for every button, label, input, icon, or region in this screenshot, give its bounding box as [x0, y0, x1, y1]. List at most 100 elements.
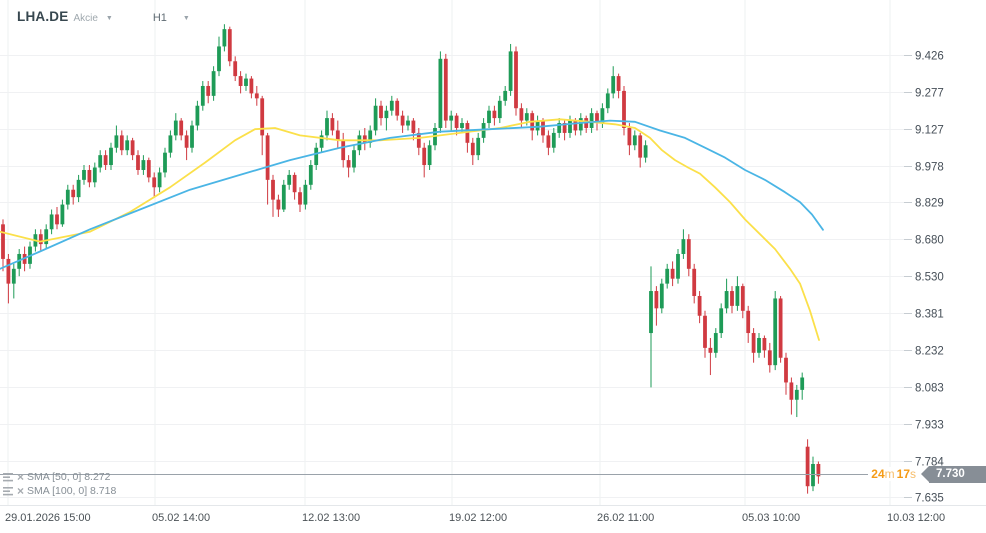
candle-body [314, 147, 319, 166]
candle-body [379, 105, 383, 119]
candle-body [152, 177, 157, 188]
instrument-dropdown-caret-icon[interactable]: ▼ [105, 15, 113, 22]
candle-body [335, 130, 340, 141]
candle-body [551, 132, 556, 148]
candle-body [659, 283, 664, 309]
candle-body [562, 123, 567, 133]
countdown-minutes: 24 [871, 466, 885, 481]
candle-body [757, 337, 761, 353]
price-axis-label: 9.426 [915, 51, 944, 63]
candle-body [443, 58, 448, 121]
candle-body [476, 137, 481, 156]
candle-body [325, 118, 329, 136]
indicator-legend: × SMA [50, 0] 8.272 × SMA [100, 0] 8.718 [3, 470, 116, 498]
candle-body [384, 110, 389, 119]
candle-body [524, 113, 529, 121]
candle-body [627, 127, 632, 146]
candle-body [1, 224, 5, 259]
candle-body [546, 135, 551, 148]
candle-body [254, 93, 259, 99]
candle-body [600, 108, 605, 124]
indicator-settings-icon[interactable] [3, 486, 14, 496]
candle-body [703, 315, 707, 348]
candle-body [497, 100, 502, 119]
price-axis-label: 8.083 [915, 383, 944, 395]
candle-body [789, 382, 794, 400]
candle-body [38, 234, 43, 245]
candle-body [762, 337, 767, 351]
candle-body [217, 46, 221, 72]
candle-body [109, 147, 113, 166]
candle-body [454, 115, 459, 128]
candle-body [751, 333, 756, 353]
candle-body [708, 347, 713, 353]
candle-body [746, 310, 751, 334]
candle-body [49, 214, 54, 230]
candle-body [190, 125, 194, 148]
candle-body [638, 135, 643, 158]
legend-row-sma50: × SMA [50, 0] 8.272 [3, 470, 116, 484]
candle-body [352, 150, 356, 168]
price-axis-label: 8.530 [915, 272, 944, 284]
candle-body [244, 78, 248, 86]
candle-body [622, 90, 626, 128]
candle-body [730, 291, 734, 306]
candle-body [346, 160, 351, 168]
chart-header: LHA.DE Akcie ▼ H1 ▼ [17, 9, 190, 24]
indicator-remove-icon[interactable]: × [17, 470, 25, 484]
candle-body [697, 295, 702, 316]
candle-body [6, 258, 11, 284]
candle-body [76, 179, 81, 198]
time-axis-label: 19.02 12:00 [449, 512, 508, 524]
candle-body [60, 204, 65, 225]
candle-body [65, 189, 70, 205]
timeframe-dropdown-caret-icon[interactable]: ▼ [182, 15, 190, 22]
candle-body [92, 167, 97, 183]
countdown-minutes-unit: m [884, 466, 895, 481]
candle-body [784, 357, 788, 383]
indicator-settings-icon[interactable] [3, 472, 14, 482]
candle-body [136, 155, 140, 170]
candle-body [55, 214, 59, 225]
candle-body [449, 115, 454, 121]
time-axis-label: 05.03 10:00 [742, 512, 801, 524]
candle-body [200, 85, 205, 106]
chart-canvas[interactable]: 9.426 9.277 9.127 8.978 8.829 8.680 8.530 8.381… [0, 0, 986, 505]
candle-body [308, 165, 313, 185]
price-badge-arrow [921, 466, 929, 482]
candle-body [206, 85, 211, 96]
candle-body [519, 108, 524, 121]
candle-body [465, 123, 470, 143]
time-axis-label: 12.02 13:00 [302, 512, 361, 524]
candle-body [578, 118, 583, 131]
time-axis[interactable]: 29.01.2026 15:00 05.02 14:00 12.02 13:00 19… [0, 505, 986, 533]
price-axis-label: 8.978 [915, 162, 944, 174]
instrument-type-label: Akcie [73, 13, 98, 24]
candle-body [271, 179, 275, 200]
candle-body [805, 446, 810, 487]
candle-body [422, 147, 427, 166]
candle-body [157, 172, 162, 188]
candle-body [44, 229, 49, 245]
candle-body [168, 135, 173, 153]
candle-body [643, 145, 648, 158]
candle-body [649, 291, 653, 334]
candle-body [276, 199, 281, 210]
price-axis-label: 7.933 [915, 420, 944, 432]
candle-body [341, 140, 346, 161]
candle-body [816, 463, 821, 477]
candle-body [778, 298, 783, 358]
candle-body [146, 160, 151, 178]
candle-body [82, 169, 86, 180]
current-price-badge: 7.730 [921, 465, 986, 483]
indicator-remove-icon[interactable]: × [17, 484, 25, 498]
timeframe-selector[interactable]: H1 [152, 12, 167, 24]
candle-body [119, 135, 124, 151]
sma100-legend-label: SMA [100, 0] 8.718 [27, 485, 117, 497]
candle-body [735, 286, 740, 306]
price-axis-label: 8.829 [915, 198, 944, 210]
candle-body [238, 76, 243, 86]
candle-body [605, 93, 610, 109]
candle-body [184, 135, 189, 148]
candle-body [514, 51, 518, 109]
